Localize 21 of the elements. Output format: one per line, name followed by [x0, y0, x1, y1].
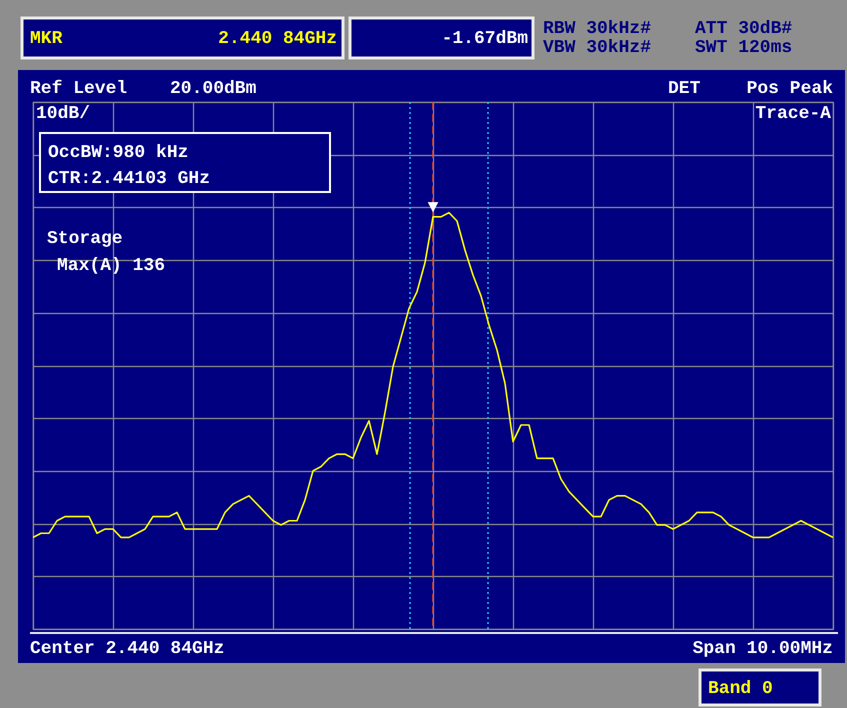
annotation: Storage: [47, 229, 123, 249]
text: Trace-A: [755, 104, 832, 124]
text: Center 2.440 84GHz: [30, 639, 224, 659]
annotation: ▼: [428, 198, 439, 218]
text: -1.67dBm: [442, 29, 528, 49]
text: SWT 120ms: [695, 38, 792, 58]
text: Ref Level: [30, 79, 128, 99]
text: CTR:2.44103 GHz: [48, 169, 210, 189]
text: VBW 30kHz#: [543, 38, 652, 58]
text: Pos Peak: [746, 79, 834, 99]
text: Span 10.00MHz: [692, 639, 833, 659]
text: MKR: [30, 29, 63, 49]
annotation: Max(A) 136: [57, 256, 166, 276]
text: ATT 30dB#: [695, 19, 792, 39]
text: 10dB/: [36, 104, 90, 124]
text: DET: [668, 79, 701, 99]
text: RBW 30kHz#: [543, 19, 652, 39]
text: OccBW:980 kHz: [48, 143, 188, 163]
text: Band 0: [708, 679, 773, 699]
text: 20.00dBm: [170, 79, 257, 99]
text: 2.440 84GHz: [218, 29, 337, 49]
